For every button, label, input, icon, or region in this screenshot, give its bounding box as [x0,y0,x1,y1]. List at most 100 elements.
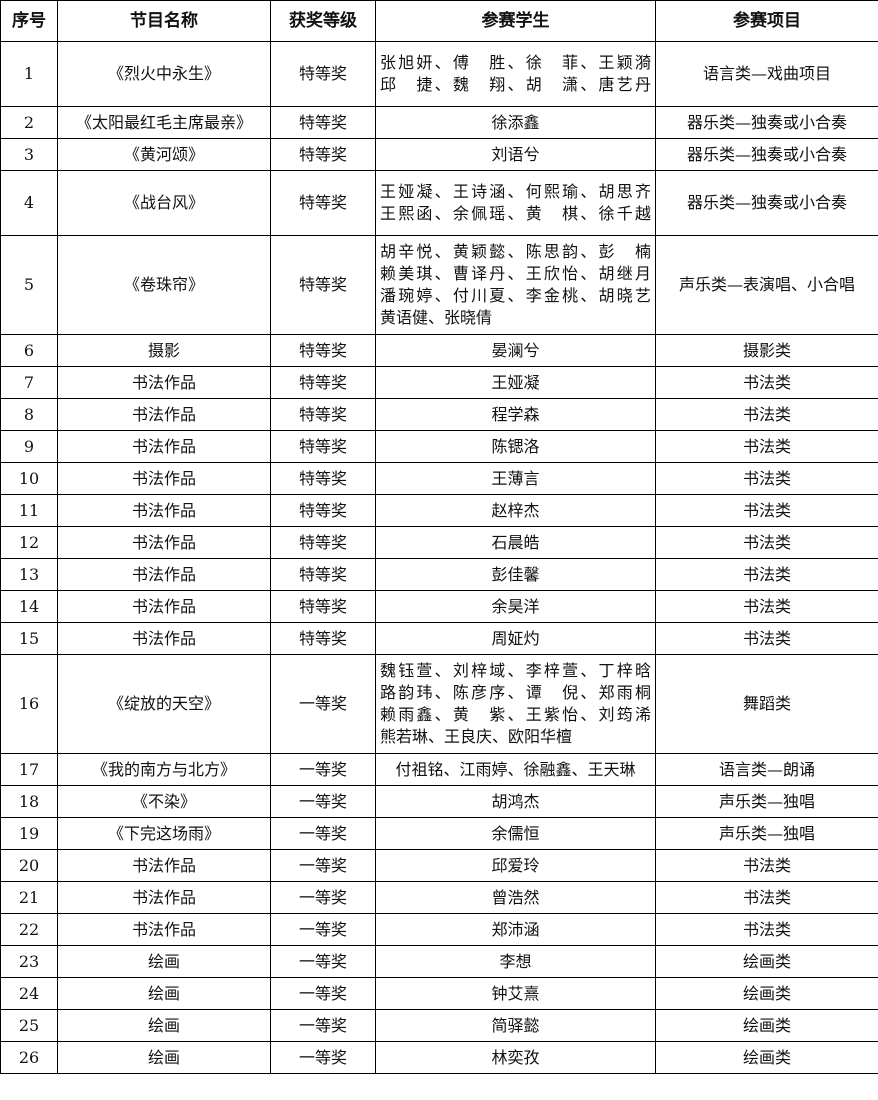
cell-award-level: 一等奖 [270,977,376,1010]
table-row: 13 书法作品 特等奖 彭佳馨 书法类 [0,558,878,591]
cell-category: 绘画类 [655,945,878,978]
table-row: 2 《太阳最红毛主席最亲》 特等奖 徐添鑫 器乐类—独奏或小合奏 [0,106,878,139]
cell-program-name: 书法作品 [57,558,271,591]
table-row: 10 书法作品 特等奖 王薄言 书法类 [0,462,878,495]
student-line: 钟艾熹 [491,983,540,1003]
cell-students: 简驿懿 [375,1009,656,1042]
student-line: 彭佳馨 [491,564,540,584]
cell-program-name: 书法作品 [57,366,271,399]
table-row: 18 《不染》 一等奖 胡鸿杰 声乐类—独唱 [0,785,878,818]
cell-number: 20 [0,849,58,882]
cell-number: 16 [0,654,58,754]
cell-program-name: 书法作品 [57,526,271,559]
cell-category: 书法类 [655,913,878,946]
header-category: 参赛项目 [655,0,878,42]
cell-award-level: 特等奖 [270,398,376,431]
cell-award-level: 特等奖 [270,494,376,527]
header-program-name: 节目名称 [57,0,271,42]
cell-students: 余儒恒 [375,817,656,850]
cell-category: 器乐类—独奏或小合奏 [655,106,878,139]
table-row: 7 书法作品 特等奖 王娅凝 书法类 [0,366,878,399]
cell-award-level: 特等奖 [270,138,376,171]
student-line: 路韵玮、陈彦序、谭 倪、郑雨桐 [380,683,651,702]
cell-students: 徐添鑫 [375,106,656,139]
table-row: 4 《战台风》 特等奖 王娅凝、王诗涵、何熙瑜、胡思齐 王熙函、余佩瑶、黄 棋、徐千越器… [0,170,878,236]
cell-program-name: 《不染》 [57,785,271,818]
cell-program-name: 书法作品 [57,430,271,463]
cell-category: 绘画类 [655,1009,878,1042]
cell-award-level: 特等奖 [270,235,376,335]
cell-number: 5 [0,235,58,335]
cell-students: 程学森 [375,398,656,431]
cell-category: 书法类 [655,366,878,399]
table-row: 9 书法作品 特等奖 陈锶洛 书法类 [0,430,878,463]
cell-award-level: 特等奖 [270,622,376,655]
cell-category: 书法类 [655,881,878,914]
cell-number: 6 [0,334,58,367]
cell-number: 7 [0,366,58,399]
cell-students: 张旭妍、傅 胜、徐 菲、王颖漪邱 捷、魏 翔、胡 潇、唐艺丹 [375,41,656,107]
cell-program-name: 《卷珠帘》 [57,235,271,335]
header-number: 序号 [0,0,58,42]
cell-category: 书法类 [655,430,878,463]
cell-award-level: 特等奖 [270,526,376,559]
student-line: 魏钰萱、刘梓域、李梓萱、丁梓晗 [380,661,651,680]
cell-award-level: 特等奖 [270,106,376,139]
student-line: 简驿懿 [491,1015,540,1035]
cell-award-level: 特等奖 [270,430,376,463]
student-line: 赖雨鑫、黄 紫、王紫怡、刘筠浠 [380,705,651,724]
cell-category: 器乐类—独奏或小合奏 [655,138,878,171]
cell-award-level: 特等奖 [270,366,376,399]
table-row: 24 绘画 一等奖 钟艾熹 绘画类 [0,977,878,1010]
cell-students: 王娅凝 [375,366,656,399]
student-line: 潘琬婷、付川夏、李金桃、胡晓艺 [380,286,651,305]
cell-number: 21 [0,881,58,914]
header-row: 序号 节目名称 获奖等级 参赛学生 参赛项目 [0,0,878,42]
cell-students: 曾浩然 [375,881,656,914]
cell-number: 17 [0,753,58,786]
cell-category: 绘画类 [655,1041,878,1074]
cell-students: 林奕孜 [375,1041,656,1074]
cell-category: 摄影类 [655,334,878,367]
cell-number: 8 [0,398,58,431]
table-row: 14 书法作品 特等奖 余昊洋 书法类 [0,590,878,623]
student-line: 周姃灼 [491,628,540,648]
student-line: 陈锶洛 [491,436,540,456]
table-row: 19 《下完这场雨》 一等奖 余儒恒 声乐类—独唱 [0,817,878,850]
header-award-level: 获奖等级 [270,0,376,42]
cell-award-level: 一等奖 [270,849,376,882]
student-line: 余儒恒 [491,823,540,843]
student-line: 石晨皓 [491,532,540,552]
cell-award-level: 特等奖 [270,170,376,236]
awards-table: 序号 节目名称 获奖等级 参赛学生 参赛项目 1 《烈火中永生》 特等奖 张旭妍、傅 … [0,0,878,1074]
cell-program-name: 绘画 [57,1041,271,1074]
student-line: 王娅凝 [491,372,540,392]
student-line: 郑沛涵 [491,919,540,939]
cell-students: 陈锶洛 [375,430,656,463]
cell-award-level: 一等奖 [270,753,376,786]
cell-program-name: 书法作品 [57,881,271,914]
student-line: 赖美琪、曹译丹、王欣怡、胡继月 [380,264,651,283]
student-line: 王娅凝、王诗涵、何熙瑜、胡思齐 [380,182,651,201]
cell-award-level: 一等奖 [270,945,376,978]
cell-category: 语言类—戏曲项目 [655,41,878,107]
student-line: 张旭妍、傅 胜、徐 菲、王颖漪 [380,53,651,72]
cell-students: 邱爱玲 [375,849,656,882]
cell-program-name: 书法作品 [57,398,271,431]
cell-students: 李想 [375,945,656,978]
cell-program-name: 书法作品 [57,494,271,527]
cell-students: 彭佳馨 [375,558,656,591]
student-line: 赵梓杰 [491,500,540,520]
cell-category: 声乐类—独唱 [655,785,878,818]
student-line: 王薄言 [491,468,540,488]
cell-category: 舞蹈类 [655,654,878,754]
student-line: 熊若琳、王良庆、欧阳华檀 [380,727,573,746]
cell-students: 赵梓杰 [375,494,656,527]
cell-students: 魏钰萱、刘梓域、李梓萱、丁梓晗 路韵玮、陈彦序、谭 倪、郑雨桐 赖雨鑫、黄 紫、王紫… [375,654,656,754]
cell-program-name: 《烈火中永生》 [57,41,271,107]
cell-award-level: 特等奖 [270,558,376,591]
cell-number: 13 [0,558,58,591]
student-line: 付祖铭、江雨婷、徐融鑫、王天琳 [395,759,636,779]
cell-number: 12 [0,526,58,559]
cell-students: 王娅凝、王诗涵、何熙瑜、胡思齐 王熙函、余佩瑶、黄 棋、徐千越 [375,170,656,236]
